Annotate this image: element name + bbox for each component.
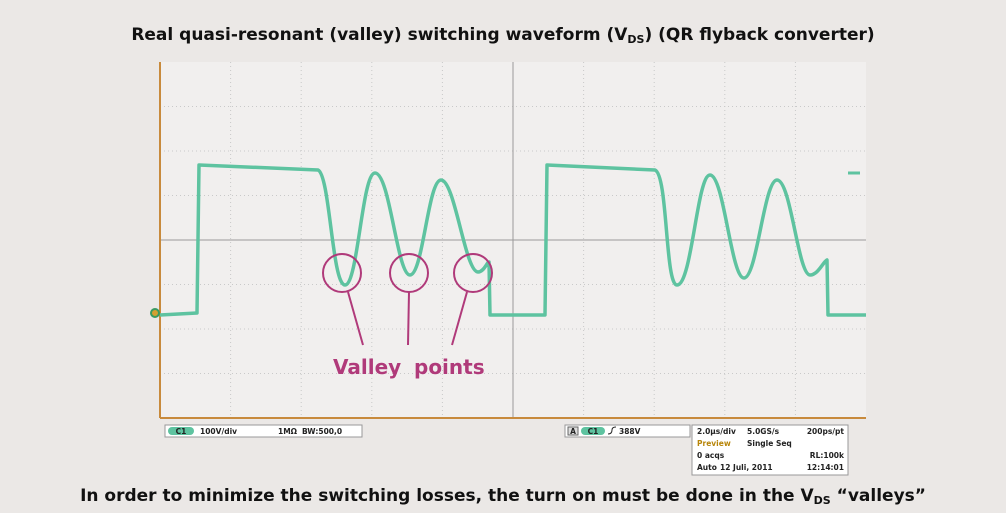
record-length: RL:100k xyxy=(810,451,845,460)
title-text: Real quasi-resonant (valley) switching w… xyxy=(131,25,628,45)
annotation: points xyxy=(414,355,485,379)
trigger-mode: Auto xyxy=(697,463,717,472)
date: 12 Juli, 2011 xyxy=(720,463,773,472)
title: Real quasi-resonant (valley) switching w… xyxy=(131,25,874,46)
time: 12:14:01 xyxy=(807,463,844,472)
trigger-channel: C1 xyxy=(588,427,599,436)
caption-subscript: DS xyxy=(814,494,831,507)
trigger-level: 388V xyxy=(619,427,641,436)
caption-text: In order to minimize the switching losse… xyxy=(80,486,814,506)
mode: Preview xyxy=(697,439,731,448)
impedance: 1MΩ xyxy=(278,427,298,436)
sequence: Single Seq xyxy=(747,439,792,448)
annotation: Valley xyxy=(333,355,401,379)
slide: Real quasi-resonant (valley) switching w… xyxy=(0,0,1006,513)
resolution: 200ps/pt xyxy=(807,427,845,436)
ground-marker xyxy=(151,309,159,317)
acqs: 0 acqs xyxy=(697,451,725,460)
caption-text: “valleys” xyxy=(831,486,926,506)
title-text: ) (QR flyback converter) xyxy=(644,25,874,45)
scale: 100V/div xyxy=(200,427,237,436)
channel: C1 xyxy=(176,427,187,436)
timebase: 2.0µs/div xyxy=(697,427,736,436)
status-bar: C1 100V/div 1MΩ BW:500,0 A C1 388V 2.0µs… xyxy=(165,425,848,475)
scope-screen xyxy=(151,62,866,418)
trigger-source: A xyxy=(570,427,576,436)
sample-rate: 5.0GS/s xyxy=(747,427,780,436)
bandwidth: BW:500,0 xyxy=(302,427,342,436)
pointer xyxy=(408,292,409,345)
title-subscript: DS xyxy=(627,33,644,46)
caption: In order to minimize the switching losse… xyxy=(80,486,926,507)
